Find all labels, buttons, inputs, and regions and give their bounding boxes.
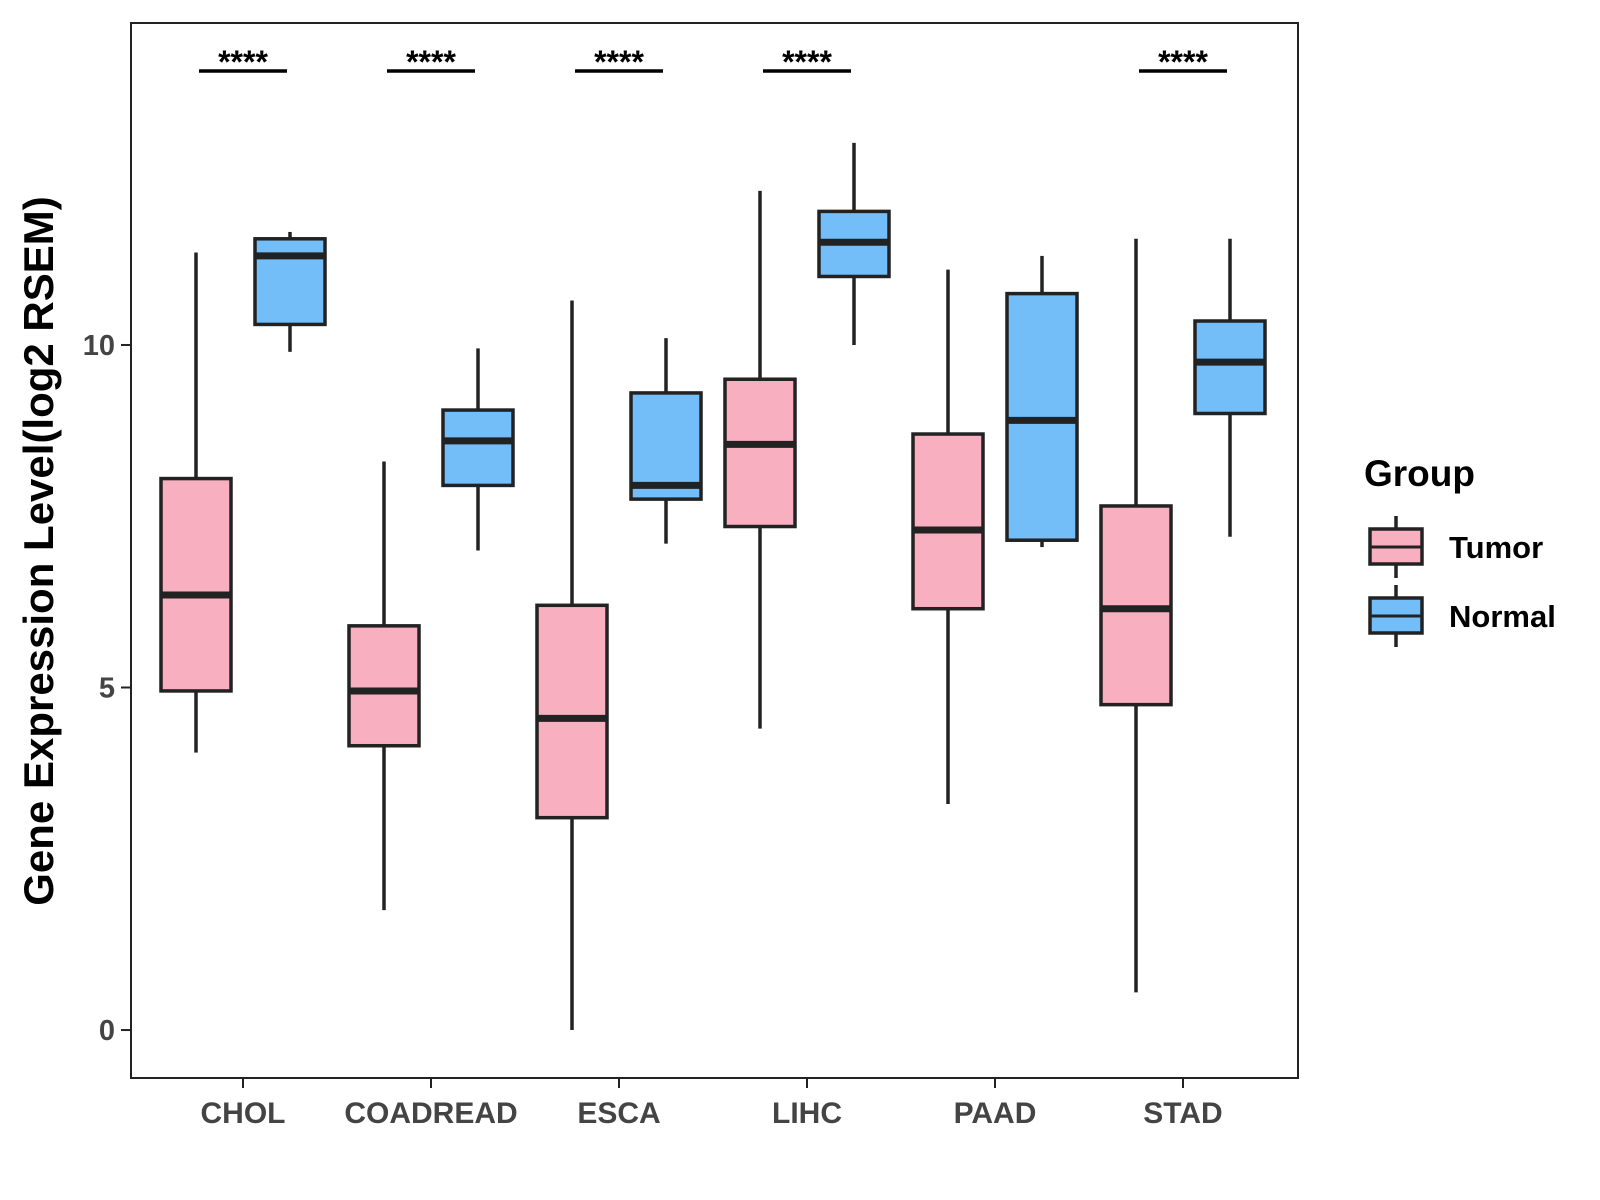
box-tumor-coadread (347, 461, 421, 911)
x-tick-label-chol: CHOL (201, 1097, 286, 1130)
box-body (535, 603, 609, 820)
y-axis-title: Gene Expression Level(log2 RSEM) (15, 196, 62, 906)
significance-lihc: **** (763, 44, 851, 80)
box-group (159, 142, 1267, 1031)
box-body (911, 432, 985, 611)
y-axis: 0 5 10 (83, 330, 131, 1047)
x-tick-label-coadread: COADREAD (344, 1097, 517, 1130)
box-normal-chol (253, 231, 327, 352)
legend: Group Tumor Normal (1364, 453, 1556, 647)
box-body (723, 377, 797, 529)
significance-label: **** (594, 44, 644, 80)
legend-item-tumor: Tumor (1368, 516, 1543, 578)
box-body (159, 476, 233, 693)
box-normal-lihc (817, 142, 891, 345)
significance-stad: **** (1139, 44, 1227, 80)
box-normal-stad (1193, 238, 1267, 537)
box-body (347, 624, 421, 748)
box-body (629, 391, 703, 501)
legend-item-normal: Normal (1368, 585, 1556, 647)
x-tick-label-lihc: LIHC (772, 1097, 842, 1130)
legend-title: Group (1364, 453, 1475, 494)
significance-coadread: **** (387, 44, 475, 80)
x-axis: CHOL COADREAD ESCA LIHC PAAD STAD (201, 1078, 1223, 1130)
significance-esca: **** (575, 44, 663, 80)
legend-label-tumor: Tumor (1449, 530, 1543, 565)
box-tumor-chol (159, 252, 233, 753)
y-tick-label-5: 5 (99, 673, 115, 705)
box-body (1193, 319, 1267, 416)
box-tumor-stad (1099, 238, 1173, 993)
y-tick-label-10: 10 (83, 330, 115, 362)
box-normal-coadread (441, 348, 515, 551)
significance-label: **** (406, 44, 456, 80)
significance-chol: **** (199, 44, 287, 80)
box-tumor-paad (911, 269, 985, 804)
x-tick-label-stad: STAD (1143, 1097, 1222, 1130)
y-tick-label-0: 0 (99, 1015, 115, 1047)
box-normal-esca (629, 338, 703, 544)
box-normal-paad (1005, 255, 1079, 548)
legend-label-normal: Normal (1449, 599, 1556, 634)
significance-annotations: **** **** **** **** **** (199, 44, 1227, 80)
significance-label: **** (218, 44, 268, 80)
box-tumor-esca (535, 300, 609, 1031)
box-tumor-lihc (723, 190, 797, 729)
significance-label: **** (782, 44, 832, 80)
x-tick-label-esca: ESCA (577, 1097, 660, 1130)
significance-label: **** (1158, 44, 1208, 80)
box-body (441, 408, 515, 488)
box-body (253, 237, 327, 327)
x-tick-label-paad: PAAD (954, 1097, 1037, 1130)
